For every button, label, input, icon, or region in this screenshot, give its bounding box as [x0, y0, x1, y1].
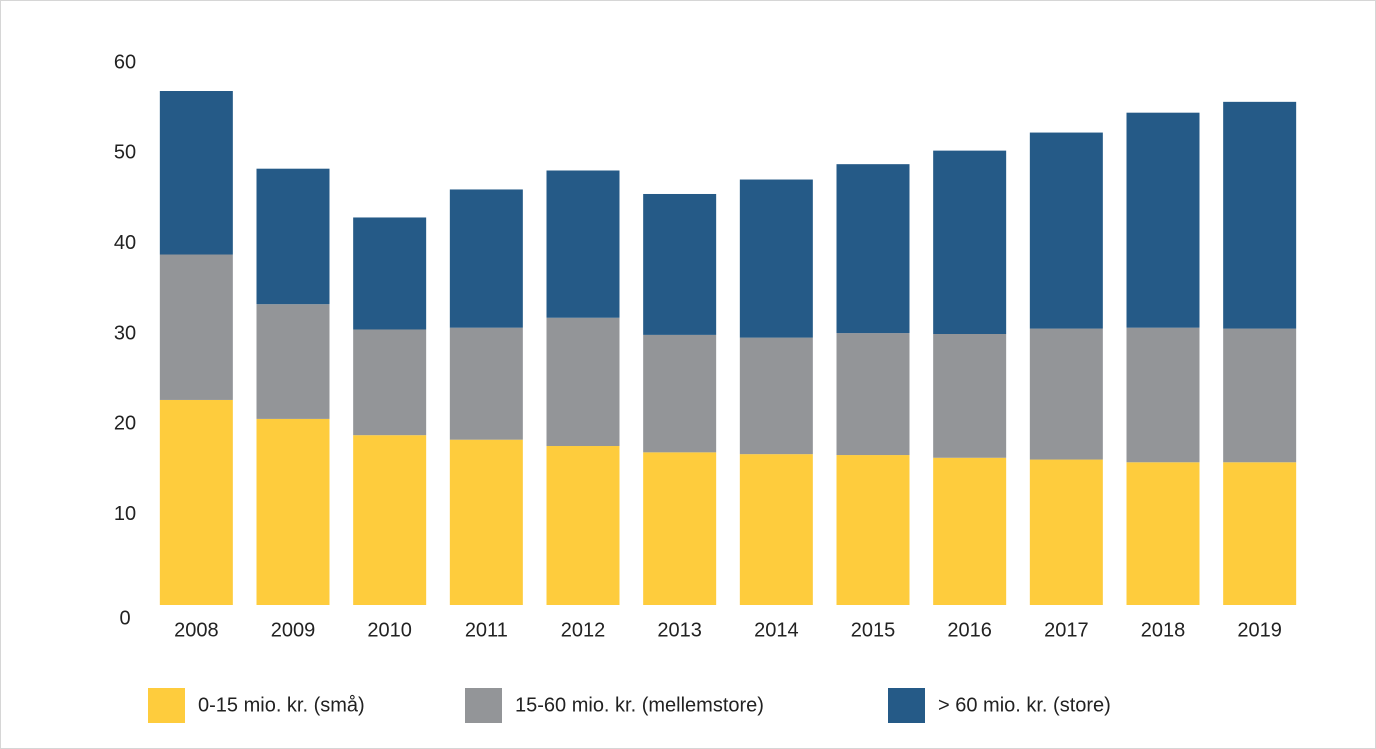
bar-segment: [1223, 101, 1297, 329]
bar-segment: [353, 329, 427, 436]
bar-segment: [1126, 112, 1200, 328]
x-tick-label: 2016: [947, 619, 992, 641]
bar-segment: [159, 399, 233, 605]
bar-segment: [546, 446, 620, 605]
bar-segment: [739, 337, 813, 455]
bar-segment: [159, 254, 233, 400]
x-tick-label: 2009: [271, 619, 316, 641]
legend-swatch: [465, 688, 502, 723]
bar-segment: [933, 334, 1007, 458]
bar-segment: [836, 455, 910, 605]
x-tick-label: 2019: [1237, 619, 1282, 641]
y-tick-label: 0: [119, 607, 130, 629]
bar-segment: [836, 164, 910, 334]
bar-segment: [546, 317, 620, 447]
x-tick-label: 2015: [851, 619, 896, 641]
x-tick-label: 2008: [174, 619, 219, 641]
bar-segment: [739, 454, 813, 605]
legend-label: 15-60 mio. kr. (mellemstore): [515, 694, 764, 716]
y-tick-label: 30: [114, 322, 136, 344]
x-tick-label: 2018: [1141, 619, 1186, 641]
bar-segment: [546, 170, 620, 318]
bar-segment: [256, 168, 330, 305]
y-tick-label: 60: [114, 51, 136, 73]
bar-segment: [933, 150, 1007, 334]
legend-swatch: [888, 688, 925, 723]
bar-segment: [643, 193, 717, 335]
x-tick-label: 2012: [561, 619, 606, 641]
bar-segment: [643, 452, 717, 605]
bar-segment: [449, 327, 523, 440]
y-tick-label: 10: [114, 503, 136, 525]
bar-segment: [836, 333, 910, 456]
bar-segment: [1126, 327, 1200, 463]
bar-segment: [1126, 462, 1200, 605]
bar-segment: [256, 418, 330, 605]
bar-segment: [449, 439, 523, 605]
bar-segment: [1223, 328, 1297, 463]
x-tick-label: 2013: [657, 619, 702, 641]
bar-segment: [1223, 462, 1297, 605]
y-tick-label: 40: [114, 232, 136, 254]
bar-segment: [1029, 328, 1103, 460]
x-tick-label: 2011: [465, 619, 508, 641]
x-tick-label: 2014: [754, 619, 799, 641]
bar-segment: [449, 189, 523, 328]
bar-segment: [353, 217, 427, 330]
y-tick-label: 50: [114, 142, 136, 164]
bar-segment: [643, 334, 717, 453]
x-tick-label: 2010: [367, 619, 412, 641]
bar-segment: [353, 435, 427, 605]
bar-segment: [1029, 132, 1103, 329]
legend-swatch: [148, 688, 185, 723]
y-tick-label: 20: [114, 413, 136, 435]
legend-label: 0-15 mio. kr. (små): [198, 694, 365, 716]
bar-segment: [159, 91, 233, 255]
bar-segment: [1029, 459, 1103, 605]
x-tick-label: 2017: [1044, 619, 1089, 641]
legend-label: > 60 mio. kr. (store): [938, 694, 1111, 716]
bar-segment: [933, 457, 1007, 605]
bar-segment: [739, 179, 813, 338]
bar-segment: [256, 304, 330, 419]
